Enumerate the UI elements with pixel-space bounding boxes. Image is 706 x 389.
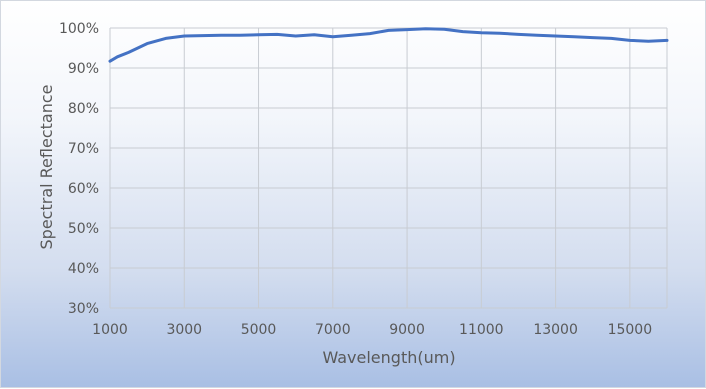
x-tick-label: 15000 xyxy=(608,322,653,338)
x-tick-label: 11000 xyxy=(459,322,504,338)
y-tick-label: 90% xyxy=(68,61,99,77)
y-tick-label: 80% xyxy=(68,101,99,117)
x-tick-label: 5000 xyxy=(241,322,277,338)
x-tick-label: 7000 xyxy=(315,322,351,338)
y-tick-label: 40% xyxy=(68,261,99,277)
y-tick-label: 100% xyxy=(59,21,99,37)
y-tick-label: 70% xyxy=(68,141,99,157)
series-layer xyxy=(108,27,669,63)
x-tick-label: 3000 xyxy=(166,322,202,338)
grid xyxy=(109,27,668,309)
series-line xyxy=(108,27,669,63)
x-tick-label: 1000 xyxy=(92,322,128,338)
x-axis-title: Wavelength(um) xyxy=(322,348,455,367)
x-tick-label: 13000 xyxy=(533,322,578,338)
tick-labels: 30% 40% 50% 60% 70% 80% 90% 100% 1000 3000 5000 700… xyxy=(59,21,652,338)
x-tick-label: 9000 xyxy=(389,322,425,338)
y-axis-title: Spectral Reflectance xyxy=(37,85,56,250)
y-tick-label: 50% xyxy=(68,221,99,237)
y-tick-label: 60% xyxy=(68,181,99,197)
y-tick-label: 30% xyxy=(68,301,99,317)
